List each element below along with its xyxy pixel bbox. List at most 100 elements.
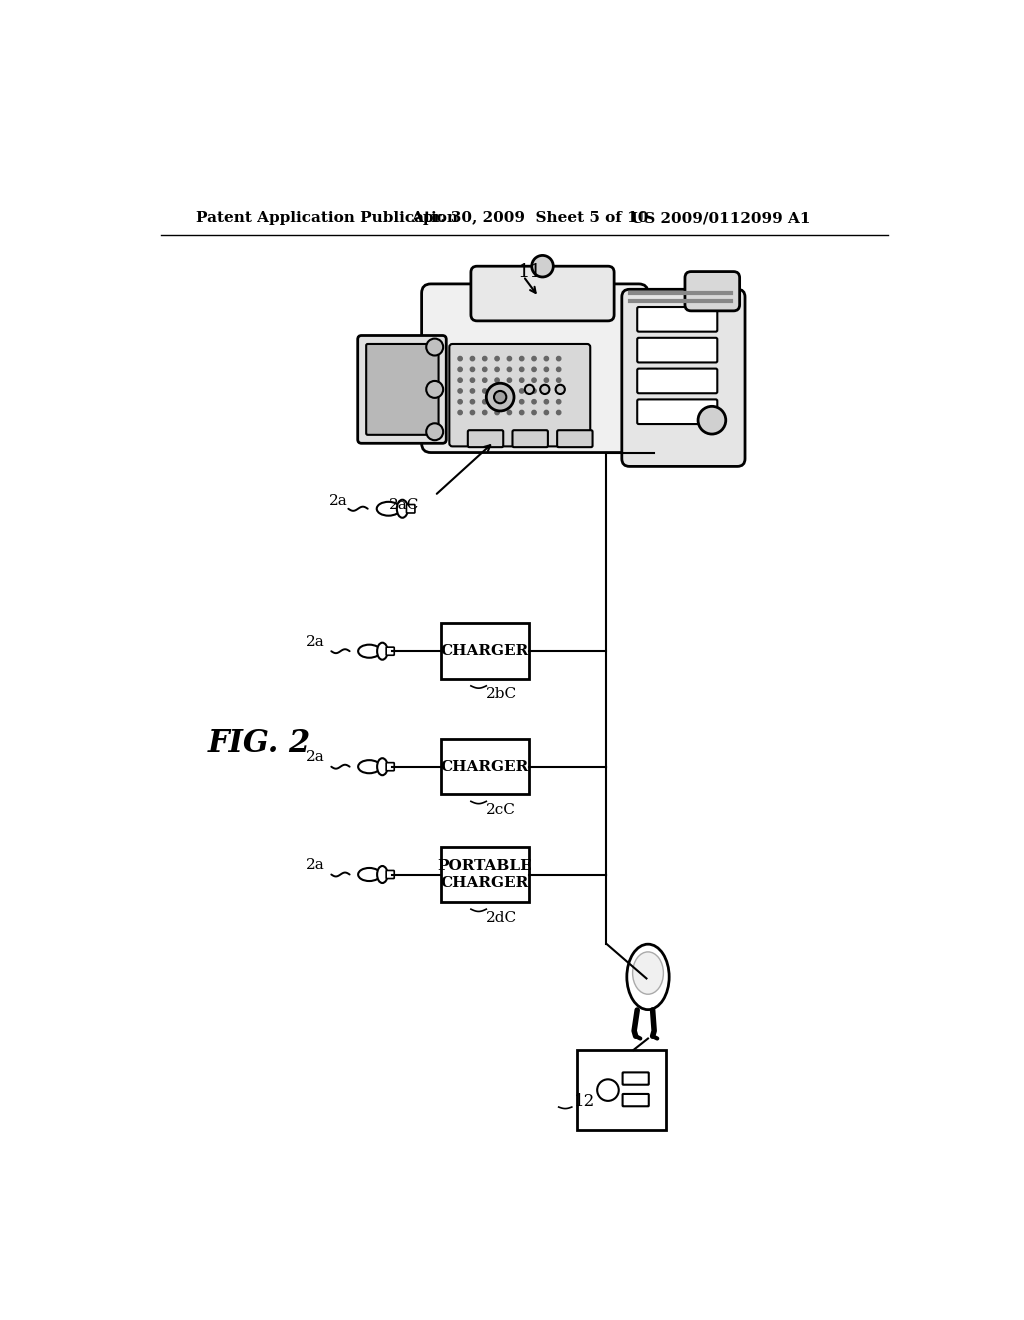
Circle shape [470,367,474,371]
Circle shape [470,411,474,414]
Circle shape [486,383,514,411]
Circle shape [482,367,487,371]
Circle shape [458,411,462,414]
Circle shape [458,367,462,371]
FancyBboxPatch shape [557,430,593,447]
Circle shape [426,381,443,397]
Circle shape [507,400,512,404]
Text: 12: 12 [574,1093,595,1110]
Circle shape [458,356,462,360]
Ellipse shape [377,758,388,775]
Circle shape [556,356,561,360]
FancyBboxPatch shape [512,430,548,447]
Text: 2a: 2a [306,751,325,764]
Circle shape [519,411,524,414]
Ellipse shape [377,643,388,660]
Text: PORTABLE
CHARGER: PORTABLE CHARGER [437,859,532,890]
Ellipse shape [358,644,380,657]
FancyBboxPatch shape [386,870,394,879]
Circle shape [519,400,524,404]
Circle shape [519,378,524,383]
Circle shape [556,400,561,404]
Text: 2a: 2a [330,494,348,508]
FancyBboxPatch shape [422,284,648,453]
Circle shape [482,411,487,414]
Text: 2aC: 2aC [388,498,419,512]
Circle shape [495,400,500,404]
Circle shape [556,367,561,371]
Text: 11: 11 [518,264,543,281]
Circle shape [556,389,561,393]
Circle shape [470,356,474,360]
Circle shape [698,407,726,434]
FancyBboxPatch shape [578,1051,667,1130]
Circle shape [531,378,537,383]
FancyBboxPatch shape [386,647,394,655]
Circle shape [544,389,549,393]
Circle shape [426,424,443,441]
Text: US 2009/0112099 A1: US 2009/0112099 A1 [631,211,811,226]
Text: 2a: 2a [306,858,325,873]
Ellipse shape [377,502,400,516]
Circle shape [507,389,512,393]
Circle shape [531,356,537,360]
Circle shape [597,1080,618,1101]
Circle shape [470,400,474,404]
Circle shape [470,389,474,393]
Text: 2cC: 2cC [486,803,516,817]
Circle shape [458,378,462,383]
FancyBboxPatch shape [623,1094,649,1106]
FancyBboxPatch shape [357,335,446,444]
Circle shape [556,411,561,414]
Ellipse shape [358,760,380,774]
Circle shape [531,389,537,393]
FancyBboxPatch shape [441,623,529,678]
FancyBboxPatch shape [441,739,529,795]
FancyBboxPatch shape [623,1072,649,1085]
Circle shape [495,378,500,383]
Circle shape [507,378,512,383]
Circle shape [544,411,549,414]
Circle shape [495,367,500,371]
Circle shape [426,338,443,355]
FancyBboxPatch shape [407,504,415,513]
Ellipse shape [627,944,669,1010]
FancyBboxPatch shape [450,345,590,446]
Text: 2dC: 2dC [486,911,517,924]
Circle shape [495,389,500,393]
Circle shape [531,367,537,371]
Text: CHARGER: CHARGER [440,644,528,659]
FancyBboxPatch shape [471,267,614,321]
Ellipse shape [377,866,388,883]
Circle shape [519,356,524,360]
Circle shape [507,411,512,414]
Circle shape [458,389,462,393]
Circle shape [494,391,506,404]
Circle shape [507,356,512,360]
Circle shape [482,389,487,393]
FancyBboxPatch shape [637,308,717,331]
Text: FIG. 2: FIG. 2 [208,729,311,759]
Circle shape [531,400,537,404]
Circle shape [531,411,537,414]
FancyBboxPatch shape [637,338,717,363]
FancyBboxPatch shape [637,368,717,393]
Ellipse shape [397,500,408,517]
FancyBboxPatch shape [441,847,529,903]
Text: Patent Application Publication: Patent Application Publication [196,211,458,226]
Circle shape [482,356,487,360]
Circle shape [495,411,500,414]
Circle shape [544,367,549,371]
FancyBboxPatch shape [468,430,503,447]
FancyBboxPatch shape [622,289,745,466]
Circle shape [458,400,462,404]
Circle shape [525,385,535,395]
Circle shape [556,385,565,395]
FancyBboxPatch shape [367,345,438,434]
Text: 2a: 2a [306,635,325,649]
Text: 2bC: 2bC [486,688,517,701]
Circle shape [544,400,549,404]
Circle shape [519,367,524,371]
Text: CHARGER: CHARGER [440,760,528,774]
Circle shape [531,256,553,277]
